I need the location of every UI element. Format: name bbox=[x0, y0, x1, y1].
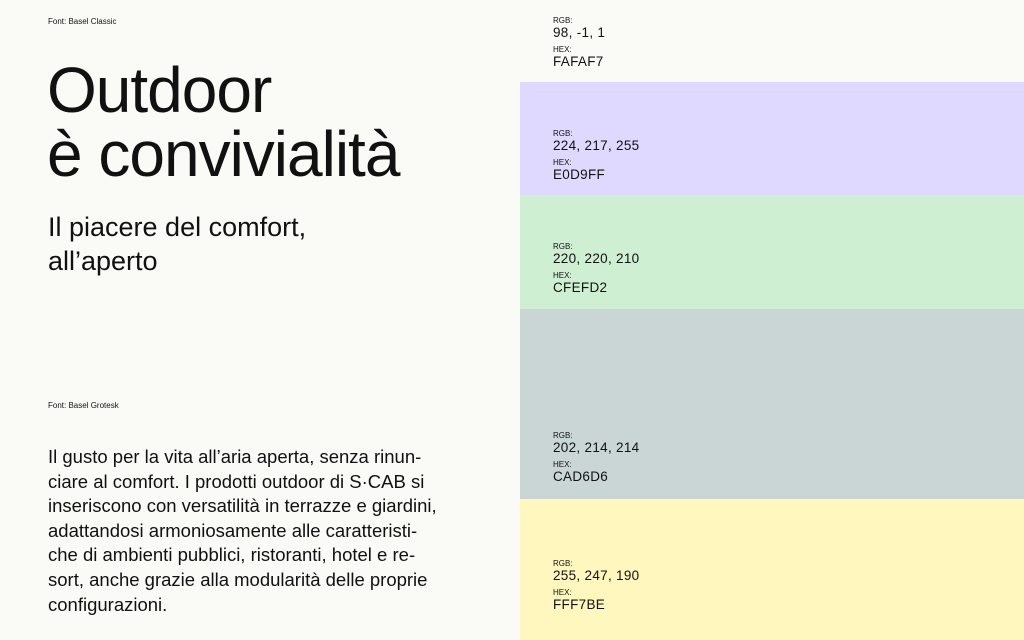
body-text: Il gusto per la vita all’aria aperta, se… bbox=[48, 445, 437, 617]
color-swatch bbox=[520, 82, 1024, 195]
subtitle-line: Il piacere del comfort, bbox=[48, 212, 307, 242]
rgb-value: 202, 214, 214 bbox=[553, 440, 640, 455]
hex-value: FFF7BE bbox=[553, 597, 606, 612]
hex-value: CFEFD2 bbox=[553, 280, 608, 295]
body-line: adattandosi armoniosamente alle caratter… bbox=[48, 519, 418, 541]
subtitle: Il piacere del comfort, all’aperto bbox=[48, 210, 306, 278]
body-line: inseriscono con versatilità in terrazze … bbox=[48, 495, 437, 517]
font-note: Font: Basel Classic bbox=[48, 17, 117, 26]
rgb-label: RGB: bbox=[553, 129, 573, 138]
hex-label: HEX: bbox=[553, 158, 572, 167]
hex-label: HEX: bbox=[553, 588, 572, 597]
title-line: è convivialità bbox=[47, 118, 400, 190]
body-line: ciare al comfort. I prodotti outdoor di … bbox=[48, 470, 425, 492]
title-line: Outdoor bbox=[47, 54, 272, 126]
color-swatch bbox=[520, 195, 1024, 309]
color-swatch bbox=[520, 0, 1024, 82]
swatch-info: RGB: 224, 217, 255 HEX: E0D9FF bbox=[553, 129, 639, 182]
rgb-value: 98, -1, 1 bbox=[553, 25, 606, 40]
rgb-label: RGB: bbox=[553, 559, 573, 568]
body-line: configurazioni. bbox=[48, 593, 168, 615]
rgb-label: RGB: bbox=[553, 431, 573, 440]
hex-value: E0D9FF bbox=[553, 167, 606, 182]
rgb-label: RGB: bbox=[553, 242, 573, 251]
font-note: Font: Basel Grotesk bbox=[48, 401, 119, 410]
rgb-value: 220, 220, 210 bbox=[553, 251, 640, 266]
rgb-value: 224, 217, 255 bbox=[553, 138, 640, 153]
swatch-info: RGB: 220, 220, 210 HEX: CFEFD2 bbox=[553, 242, 639, 295]
color-swatch bbox=[520, 309, 1024, 499]
swatch-info: RGB: 98, -1, 1 HEX: FAFAF7 bbox=[553, 16, 605, 69]
swatch-info: RGB: 202, 214, 214 HEX: CAD6D6 bbox=[553, 431, 639, 484]
title: Outdoor è convivialità bbox=[47, 54, 400, 190]
hex-label: HEX: bbox=[553, 271, 572, 280]
swatch-info: RGB: 255, 247, 190 HEX: FFF7BE bbox=[553, 559, 639, 612]
rgb-value: 255, 247, 190 bbox=[553, 568, 640, 583]
subtitle-line: all’aperto bbox=[48, 246, 158, 276]
body-line: Il gusto per la vita all’aria aperta, se… bbox=[48, 446, 422, 467]
hex-value: CAD6D6 bbox=[553, 469, 609, 484]
rgb-label: RGB: bbox=[553, 16, 573, 25]
hex-label: HEX: bbox=[553, 45, 572, 54]
color-swatch bbox=[520, 499, 1024, 640]
body-line: che di ambienti pubblici, ristoranti, ho… bbox=[48, 544, 416, 566]
body-line: sort, anche grazie alla modularità delle… bbox=[48, 568, 428, 590]
hex-label: HEX: bbox=[553, 460, 572, 469]
hex-value: FAFAF7 bbox=[553, 54, 604, 69]
